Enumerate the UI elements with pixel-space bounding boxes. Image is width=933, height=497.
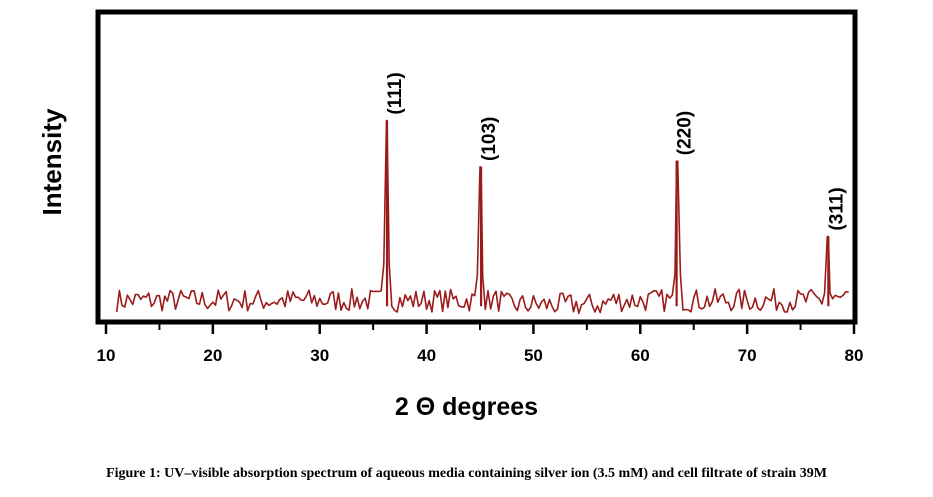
x-tick-label: 50 bbox=[524, 346, 543, 365]
x-tick-label: 80 bbox=[845, 346, 864, 365]
peak-label: (220) bbox=[675, 111, 696, 155]
xrd-series-line bbox=[115, 119, 849, 314]
peak-label: (103) bbox=[479, 117, 500, 161]
x-tick-label: 30 bbox=[310, 346, 329, 365]
x-tick-label: 40 bbox=[417, 346, 436, 365]
x-axis-label: 2 Θ degrees bbox=[394, 393, 539, 421]
peak-lines bbox=[385, 120, 830, 307]
peak-labels: (111) (103) (220) (311) bbox=[385, 72, 847, 230]
plot-frame bbox=[95, 9, 858, 325]
peak-label: (311) bbox=[826, 187, 847, 230]
x-axis-ticks bbox=[104, 322, 856, 334]
peak-label: (111) bbox=[385, 72, 406, 114]
y-axis-label: Intensity bbox=[36, 108, 67, 216]
figure-caption: Figure 1: UV–visible absorption spectrum… bbox=[106, 466, 827, 481]
x-tick-label: 70 bbox=[738, 346, 757, 365]
x-tick-label: 20 bbox=[203, 346, 222, 365]
x-tick-label: 60 bbox=[631, 346, 650, 365]
x-tick-label: 10 bbox=[97, 346, 116, 365]
x-axis-tick-labels: 10 20 30 40 50 60 70 80 bbox=[97, 346, 864, 365]
